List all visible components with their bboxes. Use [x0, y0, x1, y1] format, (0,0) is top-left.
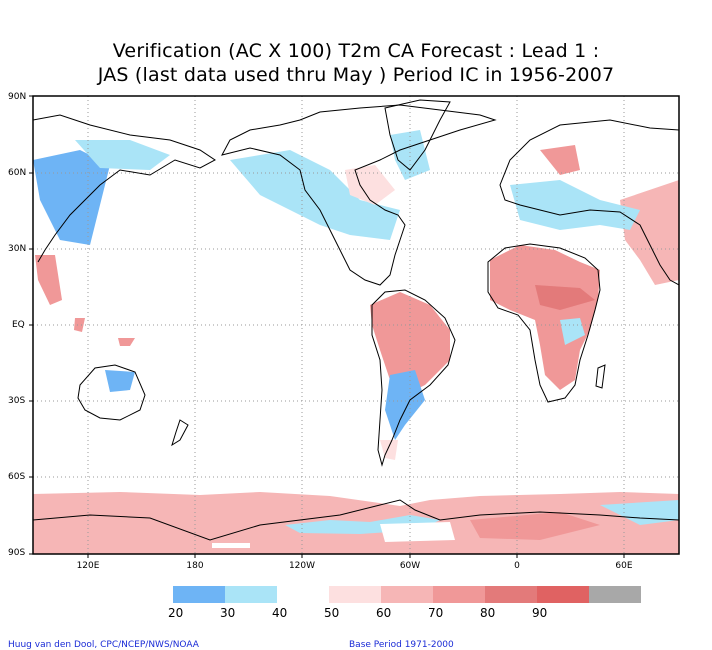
colorbar-label: 90: [531, 606, 548, 620]
lon-label-120e: 120E: [76, 561, 100, 571]
new-zealand-coast: [171, 419, 189, 447]
lon-label-0: 0: [514, 561, 520, 571]
indonesia-red: [74, 318, 85, 332]
colorbar-segment: [329, 586, 381, 603]
lon-label-180: 180: [186, 561, 204, 571]
lat-label-90s: 90S: [8, 548, 26, 558]
eurasia-red-west: [620, 180, 679, 285]
north-america-pink: [345, 165, 395, 205]
colorbar-label: 20: [167, 606, 184, 620]
colorbar-segment: [537, 586, 589, 603]
colorbar-segment: [277, 586, 329, 603]
lat-label-60n: 60N: [8, 168, 27, 178]
antarctica-coast: [33, 499, 679, 541]
africa-blue-patches: [560, 318, 585, 345]
eurasia-blue: [510, 180, 640, 230]
africa-red: [490, 245, 600, 390]
lat-label-90n: 90N: [8, 92, 27, 102]
china-red-strip: [35, 255, 62, 305]
north-america-blue: [230, 150, 400, 240]
africa-coast: [487, 243, 601, 403]
australia-blue: [105, 370, 135, 392]
lat-label-30n: 30N: [8, 244, 27, 254]
chart-title-line1: Verification (AC X 100) T2m CA Forecast …: [112, 40, 600, 62]
siberia-blue: [33, 150, 110, 245]
eurasia-coast: [33, 114, 679, 286]
eurasia-red-top: [540, 145, 580, 175]
greenland-coast: [384, 99, 451, 171]
colorbar-segment: [433, 586, 485, 603]
colorbar-segment: [381, 586, 433, 603]
australia-coast: [77, 364, 146, 421]
philippines-red: [118, 338, 135, 346]
colorbar-segment: [173, 586, 225, 603]
colorbar-label: 30: [219, 606, 236, 620]
credit-author: Huug van den Dool, CPC/NCEP/NWS/NOAA: [8, 640, 199, 650]
lon-label-60w: 60W: [399, 561, 421, 571]
africa-darkred: [535, 285, 595, 310]
lat-label-eq: EQ: [12, 320, 25, 330]
colorbar-label: 40: [271, 606, 288, 620]
greenland-blue: [390, 130, 430, 180]
south-america-coast: [371, 289, 456, 467]
colorbar-segment: [225, 586, 277, 603]
lat-label-30s: 30S: [8, 396, 26, 406]
colorbar: [173, 586, 641, 603]
colorbar-label: 80: [479, 606, 496, 620]
lon-label-60e: 60E: [615, 561, 633, 571]
madagascar-coast: [595, 364, 606, 389]
colorbar-label: 60: [375, 606, 392, 620]
lat-label-60s: 60S: [8, 472, 26, 482]
coastlines: [33, 99, 679, 541]
colorbar-segment: [485, 586, 537, 603]
colorbar-segment: [589, 586, 641, 603]
south-america-light: [380, 440, 398, 460]
north-america-coast: [221, 104, 497, 286]
antarctica-white-bottom: [212, 543, 250, 548]
colorbar-label: 70: [427, 606, 444, 620]
antarctica-dark-red: [470, 512, 600, 540]
lon-label-120w: 120W: [288, 561, 316, 571]
antarctica-white-gap: [380, 522, 455, 542]
colorbar-label: 50: [323, 606, 340, 620]
credit-base-period: Base Period 1971-2000: [349, 640, 454, 650]
south-america-blue: [385, 370, 425, 440]
siberia-light: [75, 140, 170, 170]
south-america-red: [370, 292, 450, 395]
gridlines: [33, 96, 679, 554]
chart-title-line2: JAS (last data used thru May ) Period IC…: [97, 64, 615, 86]
